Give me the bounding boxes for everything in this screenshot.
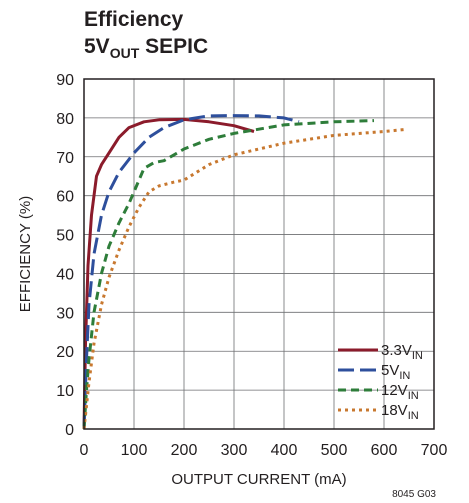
series-line-2	[82, 119, 375, 430]
x-tick-label: 600	[371, 442, 398, 459]
x-tick-label: 700	[421, 442, 448, 459]
x-tick-label: 500	[321, 442, 348, 459]
x-tick-label: 300	[221, 442, 248, 459]
y-tick-label: 50	[56, 228, 74, 245]
tick-labels: 0 100 200 300 400 500 600 700 0 10 20 30 40 50 60 70 80 9…	[56, 72, 447, 459]
x-axis-label: OUTPUT CURRENT (mA)	[171, 471, 346, 488]
series-line-3	[82, 128, 405, 430]
chart-title-sub: OUT	[110, 45, 140, 61]
chart-title-main: 5V	[84, 35, 110, 58]
legend-label-0: 3.3VIN	[381, 342, 423, 362]
series-line-0	[82, 117, 255, 430]
y-tick-label: 80	[56, 111, 74, 128]
y-tick-label: 60	[56, 189, 74, 206]
y-tick-label: 70	[56, 150, 74, 167]
x-tick-label: 100	[121, 442, 148, 459]
plot-frame	[83, 78, 435, 430]
chart-title-line2: 5VOUT SEPIC	[84, 35, 208, 61]
y-tick-label: 20	[56, 344, 74, 361]
chart-title-line1: Efficiency	[84, 8, 184, 31]
series-lines	[82, 114, 405, 430]
y-tick-label: 30	[56, 305, 74, 322]
y-tick-label: 10	[56, 383, 74, 400]
y-axis-label: EFFICIENCY (%)	[17, 196, 34, 312]
x-tick-label: 400	[271, 442, 298, 459]
legend-label-2: 12VIN	[381, 382, 419, 402]
y-tick-label: 90	[56, 72, 74, 89]
figure-note: 8045 G03	[392, 489, 436, 500]
x-tick-label: 0	[80, 442, 89, 459]
legend-label-1: 5VIN	[381, 362, 410, 382]
chart-title-rest: SEPIC	[139, 35, 208, 58]
legend-label-3: 18VIN	[381, 402, 419, 422]
series-line-1	[82, 114, 300, 430]
y-tick-label: 0	[65, 422, 74, 439]
grid	[84, 79, 434, 429]
y-tick-label: 40	[56, 266, 74, 283]
x-tick-label: 200	[171, 442, 198, 459]
